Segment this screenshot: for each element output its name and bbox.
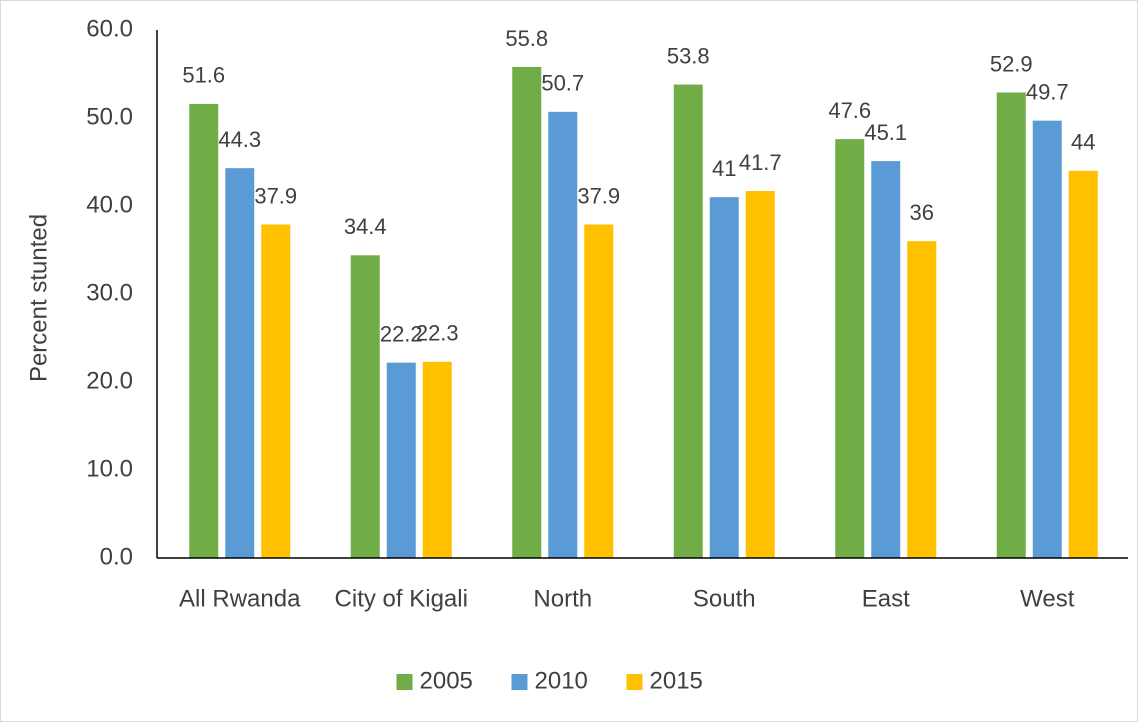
bar [673, 84, 703, 558]
data-label: 41.7 [739, 150, 782, 175]
y-tick-label: 0.0 [100, 543, 133, 570]
y-tick-label: 10.0 [86, 455, 133, 482]
bar [907, 241, 937, 558]
data-label: 52.9 [990, 51, 1033, 76]
bar [709, 197, 739, 558]
bar [996, 92, 1026, 558]
bar [835, 139, 865, 558]
bar [225, 168, 255, 558]
data-label: 45.1 [864, 120, 907, 145]
bar [350, 255, 380, 558]
x-tick-label: South [693, 585, 756, 612]
bar [512, 66, 542, 559]
data-label: 50.7 [541, 71, 584, 96]
data-label: 36 [910, 200, 934, 225]
legend-swatch [396, 674, 413, 690]
legend-label: 2015 [650, 667, 703, 694]
bar [548, 111, 578, 558]
bar [189, 103, 219, 559]
data-label: 47.6 [828, 98, 871, 123]
data-label: 37.9 [577, 183, 620, 208]
data-label: 53.8 [667, 43, 710, 68]
bar [745, 191, 775, 559]
legend-swatch [626, 674, 643, 690]
x-tick-label: West [1020, 585, 1075, 612]
x-tick-label: East [862, 585, 910, 612]
data-label: 44.3 [218, 127, 261, 152]
legend-label: 2005 [420, 667, 473, 694]
y-tick-label: 30.0 [86, 279, 133, 306]
data-label: 49.7 [1026, 79, 1069, 104]
data-label: 51.6 [182, 63, 225, 88]
legend-swatch [511, 674, 528, 690]
data-label: 41 [712, 156, 736, 181]
bar [1068, 170, 1098, 559]
bar [584, 224, 614, 559]
bar [1032, 120, 1062, 558]
x-tick-label: City of Kigali [335, 585, 468, 612]
data-label: 34.4 [344, 214, 387, 239]
x-tick-label: All Rwanda [179, 585, 301, 612]
data-label: 22.2 [380, 321, 423, 346]
legend-label: 2010 [535, 667, 588, 694]
y-tick-label: 40.0 [86, 191, 133, 218]
x-tick-label: North [533, 585, 592, 612]
bar [261, 224, 291, 559]
data-label: 44 [1071, 130, 1095, 155]
data-label: 37.9 [254, 183, 297, 208]
bar [386, 362, 416, 558]
data-label: 22.3 [416, 321, 459, 346]
y-tick-label: 60.0 [86, 15, 133, 42]
data-label: 55.8 [505, 26, 548, 51]
y-tick-label: 20.0 [86, 367, 133, 394]
y-tick-label: 50.0 [86, 103, 133, 130]
bar [422, 361, 452, 558]
y-axis-title: Percent stunted [25, 214, 52, 382]
bar [871, 161, 901, 558]
